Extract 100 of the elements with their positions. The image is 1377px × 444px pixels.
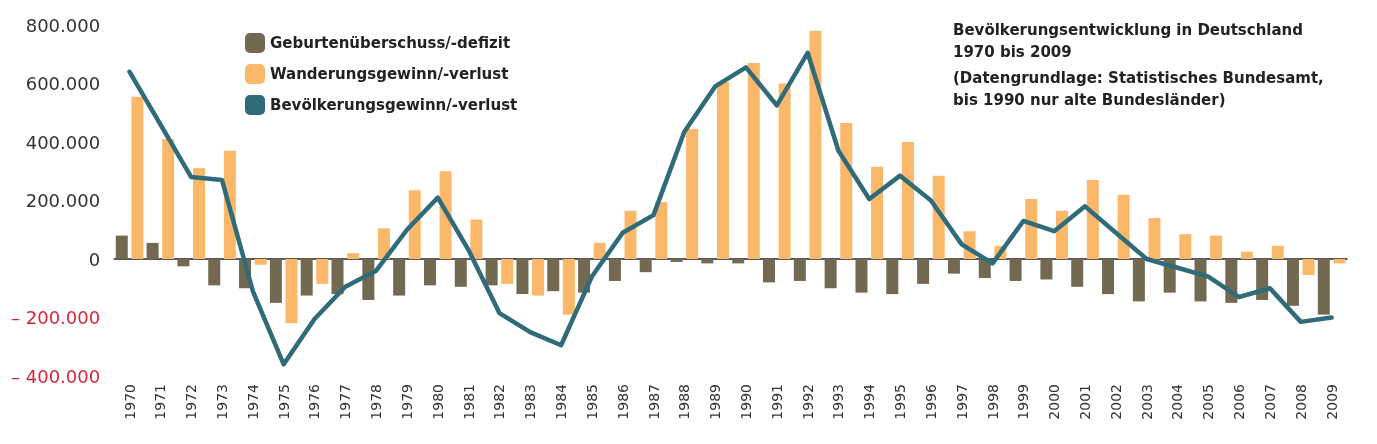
x-tick-label: 2009 xyxy=(1323,384,1340,420)
bar xyxy=(331,259,344,295)
y-tick-label: 0 xyxy=(88,248,101,270)
x-tick-label: 1998 xyxy=(984,384,1001,420)
bar xyxy=(1148,218,1161,259)
bar xyxy=(423,259,436,286)
x-tick-label: 2008 xyxy=(1292,384,1309,420)
bar xyxy=(547,259,560,292)
bar xyxy=(1102,259,1115,295)
x-tick-label: 1989 xyxy=(707,384,724,420)
bar xyxy=(285,259,298,324)
x-tick-label: 1991 xyxy=(768,384,785,420)
x-tick-label: 1982 xyxy=(491,384,508,420)
bar xyxy=(516,259,529,295)
bar xyxy=(840,122,853,259)
x-tick-label: 1986 xyxy=(614,383,631,420)
bar xyxy=(855,259,868,293)
bar xyxy=(1317,259,1330,315)
x-tick-label: 2006 xyxy=(1231,383,1248,420)
bar xyxy=(1286,259,1299,306)
bar xyxy=(177,259,190,267)
bar xyxy=(901,142,914,259)
y-tick-label: – 200.000 xyxy=(11,307,101,328)
bar xyxy=(1240,251,1253,259)
bar xyxy=(1117,194,1130,259)
bar xyxy=(670,259,683,262)
bar xyxy=(1071,259,1084,287)
bar xyxy=(162,139,175,259)
x-tick-label: 1999 xyxy=(1015,384,1032,420)
x-tick-label: 1976 xyxy=(306,383,323,420)
x-tick-label: 1996 xyxy=(922,383,939,420)
x-tick-label: 1981 xyxy=(460,384,477,420)
bar xyxy=(300,259,313,296)
bar xyxy=(146,242,159,259)
bar xyxy=(208,259,221,286)
x-tick-label: 1993 xyxy=(830,384,847,420)
x-tick-label: 2004 xyxy=(1169,383,1186,420)
x-tick-label: 1992 xyxy=(799,384,816,420)
bar xyxy=(393,259,406,296)
bar xyxy=(824,259,837,289)
bar xyxy=(1271,245,1284,259)
bar xyxy=(1025,199,1038,259)
bar xyxy=(701,259,714,264)
x-tick-label: 1970 xyxy=(121,384,138,420)
y-tick-label: 600.000 xyxy=(25,73,101,94)
bar xyxy=(562,259,575,315)
x-tick-label: 2000 xyxy=(1046,384,1063,420)
bar xyxy=(608,259,621,281)
x-tick-label: 1985 xyxy=(583,384,600,420)
y-tick-label: 400.000 xyxy=(25,131,101,153)
bar xyxy=(1040,259,1053,280)
x-tick-label: 1994 xyxy=(861,383,878,420)
bar xyxy=(732,259,745,264)
bar xyxy=(485,259,498,286)
bar xyxy=(1302,259,1315,276)
bar xyxy=(347,253,360,259)
bar xyxy=(947,259,960,274)
bar xyxy=(886,259,899,295)
x-tick-label: 2005 xyxy=(1200,384,1217,420)
bar xyxy=(254,259,267,265)
x-tick-label: 1974 xyxy=(244,383,261,420)
x-tick-label: 1983 xyxy=(522,384,539,420)
bar xyxy=(716,82,729,259)
x-tick-label: 1978 xyxy=(368,384,385,420)
bar xyxy=(532,259,545,296)
x-tick-label: 2003 xyxy=(1138,384,1155,420)
bar xyxy=(193,168,206,259)
x-tick-label: 1977 xyxy=(337,384,354,420)
bar xyxy=(131,96,144,259)
text: (Datengrundlage: Statistisches Bundesamt, bis 1990 nur alte Bundesländer) xyxy=(953,69,1330,109)
x-tick-label: 1997 xyxy=(953,384,970,420)
bar xyxy=(1333,259,1346,264)
bar xyxy=(593,242,606,259)
y-tick-label: 800.000 xyxy=(25,14,101,36)
bar xyxy=(1086,180,1099,259)
bar xyxy=(408,190,421,259)
bar xyxy=(115,235,128,259)
bar xyxy=(655,201,668,259)
bar xyxy=(470,219,483,259)
bar xyxy=(1179,234,1192,259)
bar xyxy=(269,259,282,303)
legend-label: Geburtenüberschuss/-defizit xyxy=(270,34,511,52)
x-tick-label: 1984 xyxy=(553,383,570,420)
bar xyxy=(763,259,776,283)
bar xyxy=(747,63,760,259)
x-tick-label: 2007 xyxy=(1261,384,1278,420)
x-tick-label: 1973 xyxy=(214,384,231,420)
y-tick-label: – 400.000 xyxy=(11,365,101,387)
x-tick-label: 1995 xyxy=(892,384,909,420)
x-tick-label: 2001 xyxy=(1077,384,1094,420)
bar xyxy=(871,166,884,259)
y-tick-label: 200.000 xyxy=(25,190,101,211)
bar xyxy=(639,259,652,273)
bar xyxy=(1009,259,1022,281)
x-tick-label: 1971 xyxy=(152,384,169,420)
bar xyxy=(932,175,945,259)
text: Bevölkerungsentwicklung in Deutschland 1970 bis 2009 xyxy=(953,21,1309,61)
bar xyxy=(454,259,467,287)
bar xyxy=(809,30,822,259)
bar xyxy=(1210,235,1223,259)
